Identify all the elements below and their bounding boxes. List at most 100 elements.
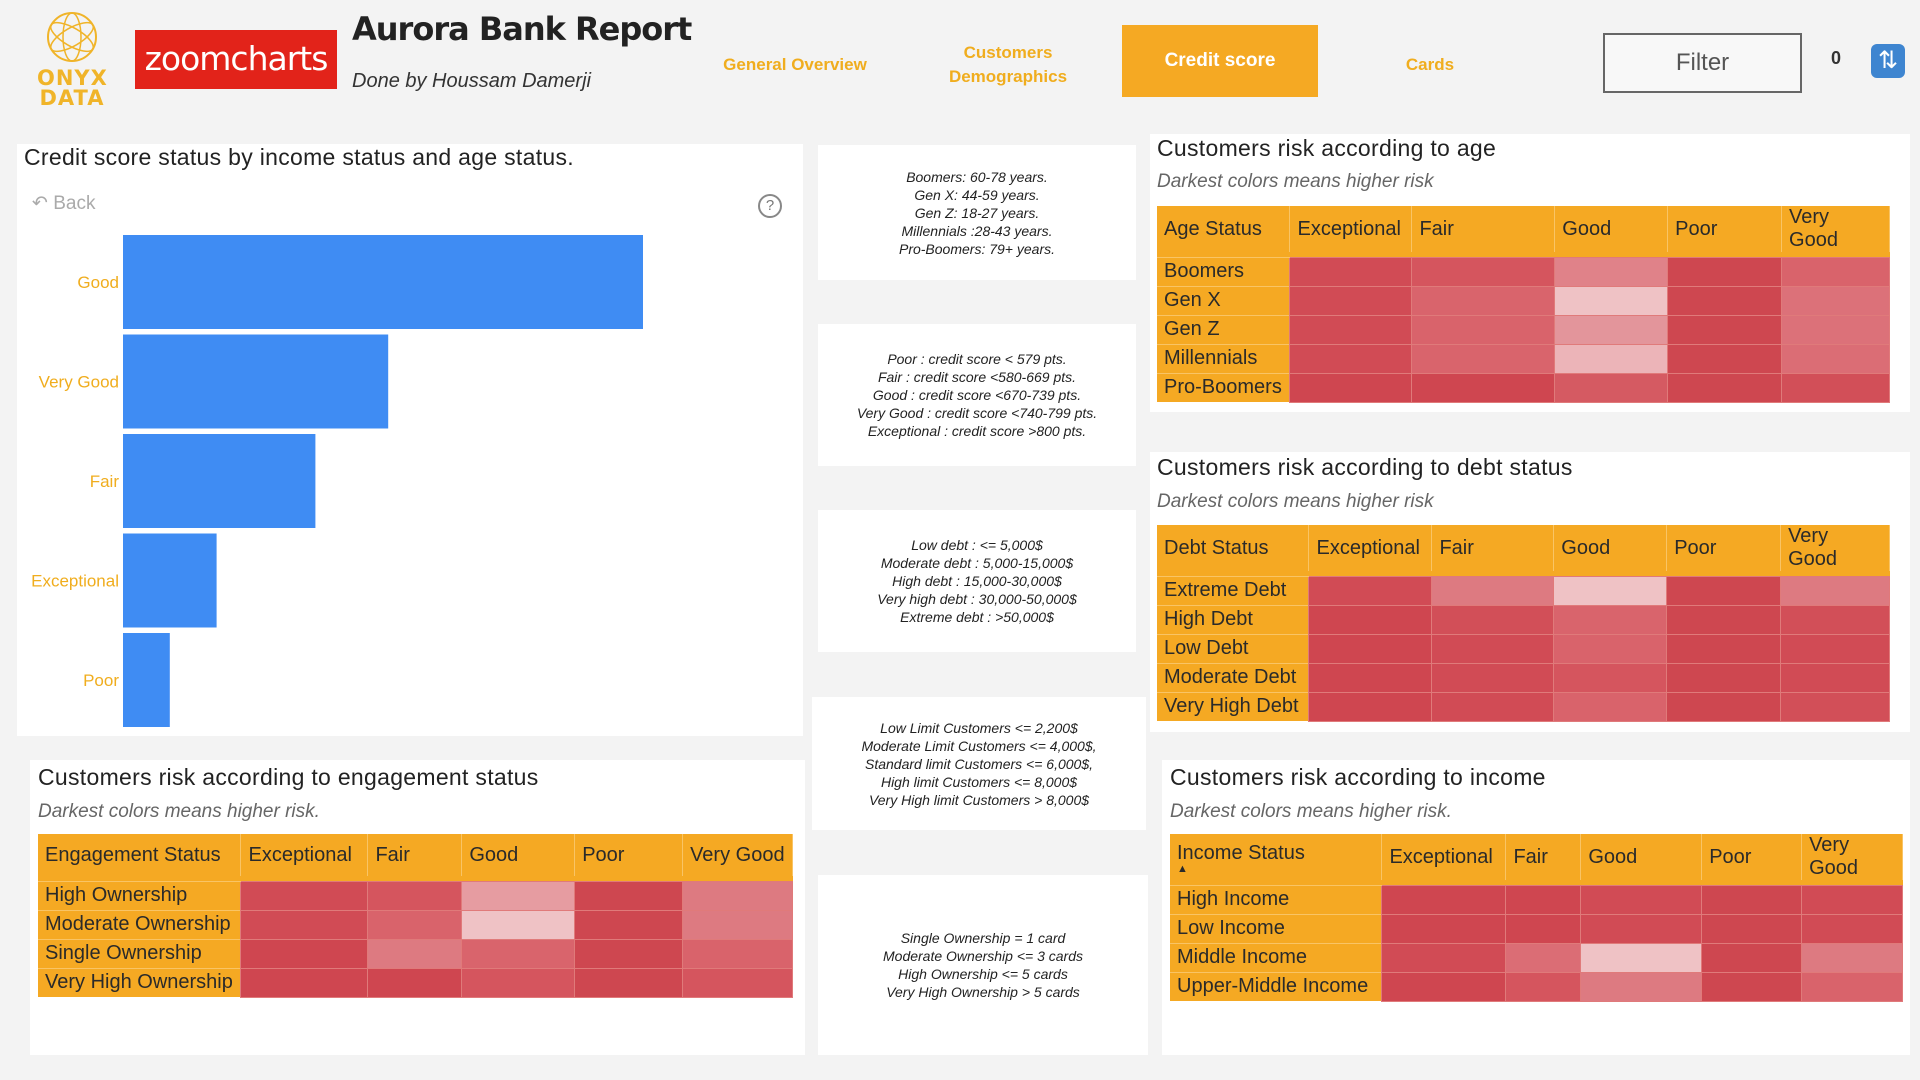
heatmap-cell[interactable] — [1781, 285, 1890, 316]
heatmap-cell[interactable] — [461, 909, 576, 940]
heatmap-cell[interactable] — [1411, 256, 1556, 287]
column-header[interactable]: Good — [1580, 834, 1703, 880]
heatmap-cell[interactable] — [1801, 884, 1903, 915]
heatmap-cell[interactable] — [1431, 662, 1555, 693]
engagement-header-label[interactable]: Engagement Status — [38, 834, 242, 876]
heatmap-cell[interactable] — [367, 880, 463, 911]
heatmap-cell[interactable] — [1381, 913, 1507, 944]
heatmap-cell[interactable] — [1308, 662, 1433, 693]
heatmap-cell[interactable] — [1666, 575, 1782, 606]
heatmap-cell[interactable] — [1431, 691, 1555, 722]
heatmap-cell[interactable] — [1411, 343, 1556, 374]
heatmap-cell[interactable] — [1553, 604, 1668, 635]
heatmap-cell[interactable] — [574, 880, 684, 911]
heatmap-cell[interactable] — [240, 967, 369, 998]
heatmap-cell[interactable] — [1781, 372, 1890, 403]
heatmap-cell[interactable] — [1667, 314, 1783, 345]
heatmap-cell[interactable] — [1701, 942, 1803, 973]
heatmap-cell[interactable] — [1801, 913, 1903, 944]
column-header[interactable]: Fair — [1411, 206, 1556, 252]
heatmap-cell[interactable] — [461, 880, 576, 911]
heatmap-cell[interactable] — [574, 938, 684, 969]
column-header[interactable]: Good — [1554, 206, 1669, 252]
column-header[interactable]: Very Good — [1801, 834, 1903, 880]
bar-fair[interactable] — [123, 434, 316, 528]
heatmap-cell[interactable] — [1289, 256, 1413, 287]
heatmap-cell[interactable] — [1553, 662, 1668, 693]
nav-customers-demographics[interactable]: Customers Demographics — [948, 43, 1068, 86]
nav-general-overview[interactable]: General Overview — [723, 55, 867, 74]
heatmap-cell[interactable] — [1667, 285, 1783, 316]
column-header[interactable]: Poor — [1701, 834, 1803, 880]
column-header[interactable]: Fair — [1431, 525, 1555, 571]
column-header[interactable]: Exceptional — [1289, 206, 1413, 252]
column-header[interactable]: Fair — [367, 834, 463, 876]
heatmap-cell[interactable] — [1553, 691, 1668, 722]
bar-poor[interactable] — [123, 633, 170, 727]
heatmap-cell[interactable] — [1701, 913, 1803, 944]
heatmap-cell[interactable] — [1505, 913, 1582, 944]
heatmap-cell[interactable] — [1308, 575, 1433, 606]
heatmap-cell[interactable] — [1666, 691, 1782, 722]
column-header[interactable]: Poor — [574, 834, 684, 876]
heatmap-cell[interactable] — [1505, 942, 1582, 973]
heatmap-cell[interactable] — [1505, 884, 1582, 915]
heatmap-cell[interactable] — [1780, 662, 1890, 693]
heatmap-cell[interactable] — [1781, 343, 1890, 374]
heatmap-cell[interactable] — [1553, 575, 1668, 606]
heatmap-cell[interactable] — [1701, 971, 1803, 1002]
heatmap-cell[interactable] — [1554, 343, 1669, 374]
heatmap-cell[interactable] — [1580, 913, 1703, 944]
heatmap-cell[interactable] — [1431, 575, 1555, 606]
column-header[interactable]: Very Good — [1780, 525, 1890, 571]
heatmap-cell[interactable] — [1666, 604, 1782, 635]
heatmap-cell[interactable] — [1554, 256, 1669, 287]
column-header[interactable]: Very Good — [682, 834, 793, 876]
heatmap-cell[interactable] — [1381, 942, 1507, 973]
heatmap-cell[interactable] — [682, 909, 793, 940]
heatmap-cell[interactable] — [1431, 604, 1555, 635]
sort-ascending-icon[interactable]: ▲ — [1177, 862, 1188, 875]
heatmap-cell[interactable] — [1289, 372, 1413, 403]
filter-button[interactable]: Filter — [1603, 33, 1802, 93]
heatmap-cell[interactable] — [1667, 256, 1783, 287]
column-header[interactable]: Exceptional — [1308, 525, 1433, 571]
heatmap-cell[interactable] — [1289, 285, 1413, 316]
heatmap-cell[interactable] — [461, 938, 576, 969]
column-header[interactable]: Exceptional — [240, 834, 369, 876]
column-header[interactable]: Exceptional — [1381, 834, 1507, 880]
heatmap-cell[interactable] — [1553, 633, 1668, 664]
heatmap-cell[interactable] — [1667, 372, 1783, 403]
heatmap-cell[interactable] — [1308, 633, 1433, 664]
heatmap-cell[interactable] — [1308, 604, 1433, 635]
heatmap-cell[interactable] — [1554, 314, 1669, 345]
column-header[interactable]: Poor — [1666, 525, 1782, 571]
heatmap-cell[interactable] — [367, 909, 463, 940]
heatmap-cell[interactable] — [1780, 691, 1890, 722]
heatmap-cell[interactable] — [1780, 604, 1890, 635]
heatmap-cell[interactable] — [1580, 884, 1703, 915]
heatmap-cell[interactable] — [682, 938, 793, 969]
heatmap-cell[interactable] — [1781, 314, 1890, 345]
heatmap-cell[interactable] — [1667, 343, 1783, 374]
heatmap-cell[interactable] — [1411, 314, 1556, 345]
nav-cards[interactable]: Cards — [1405, 55, 1455, 74]
heatmap-cell[interactable] — [1505, 971, 1582, 1002]
heatmap-cell[interactable] — [1666, 633, 1782, 664]
column-header[interactable]: Poor — [1667, 206, 1783, 252]
column-header[interactable]: Good — [1553, 525, 1668, 571]
heatmap-cell[interactable] — [574, 909, 684, 940]
heatmap-cell[interactable] — [367, 938, 463, 969]
back-button[interactable]: ↶ Back — [32, 192, 95, 215]
debt-header-label[interactable]: Debt Status — [1157, 525, 1310, 571]
heatmap-cell[interactable] — [1701, 884, 1803, 915]
heatmap-cell[interactable] — [461, 967, 576, 998]
age-header-label[interactable]: Age Status — [1157, 206, 1291, 252]
nav-credit-score[interactable]: Credit score — [1122, 25, 1318, 97]
heatmap-cell[interactable] — [574, 967, 684, 998]
refresh-icon[interactable]: ⇅ — [1871, 44, 1905, 78]
heatmap-cell[interactable] — [1411, 372, 1556, 403]
income-header-label[interactable]: Income Status ▲ — [1170, 834, 1383, 880]
heatmap-cell[interactable] — [682, 967, 793, 998]
heatmap-cell[interactable] — [1580, 971, 1703, 1002]
